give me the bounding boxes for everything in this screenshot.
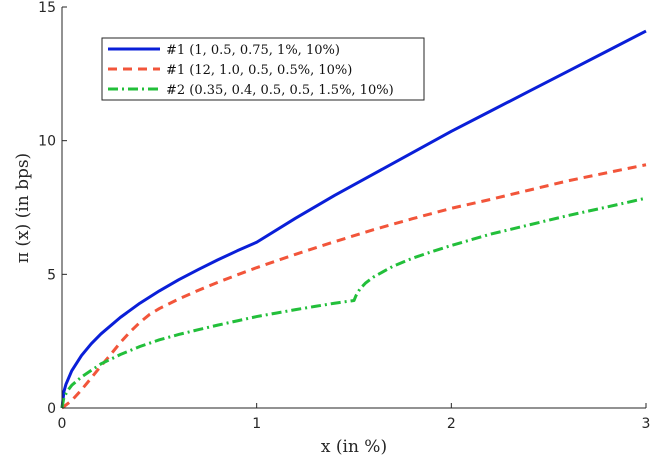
legend-label-3: #2 (0.35, 0.4, 0.5, 0.5, 1.5%, 10%) bbox=[166, 83, 394, 98]
x-tick-label: 3 bbox=[642, 416, 651, 432]
x-ticks: 0 1 2 3 bbox=[58, 403, 651, 432]
y-tick-label: 0 bbox=[47, 401, 56, 417]
y-tick-label: 10 bbox=[38, 134, 56, 150]
series-layer bbox=[60, 29, 647, 410]
legend-label-2: #1 (12, 1.0, 0.5, 0.5%, 10%) bbox=[166, 63, 352, 78]
legend: #1 (1, 0.5, 0.75, 1%, 10%) #1 (12, 1.0, 0… bbox=[101, 37, 425, 101]
y-axis-label: π (x) (in bps) bbox=[13, 153, 33, 263]
series-line-3 bbox=[60, 196, 647, 409]
y-ticks: 0 5 10 15 bbox=[38, 0, 67, 417]
series-line-2 bbox=[61, 163, 647, 410]
y-tick-label: 5 bbox=[47, 267, 56, 283]
y-tick-label: 15 bbox=[38, 0, 56, 16]
x-tick-label: 2 bbox=[447, 416, 456, 432]
x-tick-label: 1 bbox=[252, 416, 261, 432]
x-tick-label: 0 bbox=[58, 416, 67, 432]
x-axis-label: x (in %) bbox=[321, 437, 387, 457]
legend-label-1: #1 (1, 0.5, 0.75, 1%, 10%) bbox=[166, 43, 340, 58]
axes bbox=[61, 7, 646, 409]
series-line-1 bbox=[60, 29, 647, 409]
